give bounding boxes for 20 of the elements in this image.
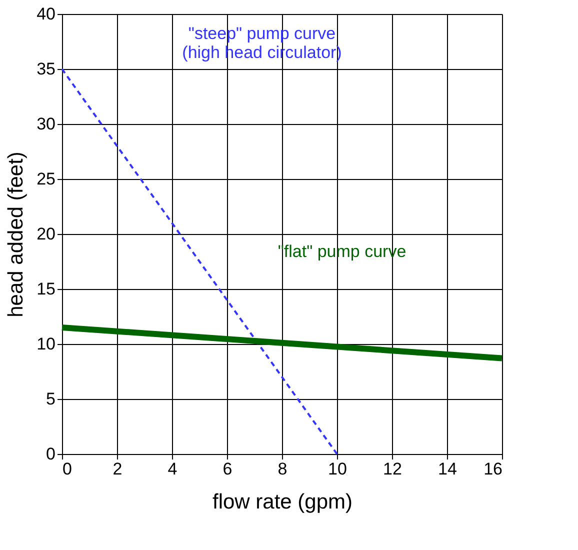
x-tick-label: 10	[328, 460, 347, 478]
x-axis-title: flow rate (gpm)	[212, 490, 353, 514]
y-tick-label: 15	[36, 280, 56, 298]
y-tick-label: 5	[46, 390, 56, 408]
x-tick-label: 14	[438, 460, 457, 478]
x-tick-label: 16	[484, 460, 502, 478]
y-tick-label: 25	[36, 170, 56, 188]
y-tick-label: 35	[36, 60, 56, 78]
x-tick-label: 6	[222, 460, 232, 478]
x-tick-label: 0	[62, 460, 72, 478]
y-tick-label: 0	[46, 444, 56, 464]
y-tick-label: 30	[36, 114, 56, 134]
y-tick-label: 10	[36, 334, 56, 354]
x-tick-label: 8	[278, 460, 288, 478]
y-axis-title: head added (feet)	[4, 152, 28, 318]
x-tick-label: 2	[112, 460, 122, 478]
y-tick-label: 40	[36, 4, 56, 24]
x-tick-label: 12	[383, 460, 402, 478]
x-tick-label: 4	[168, 460, 178, 478]
y-tick-label: 20	[36, 224, 56, 244]
